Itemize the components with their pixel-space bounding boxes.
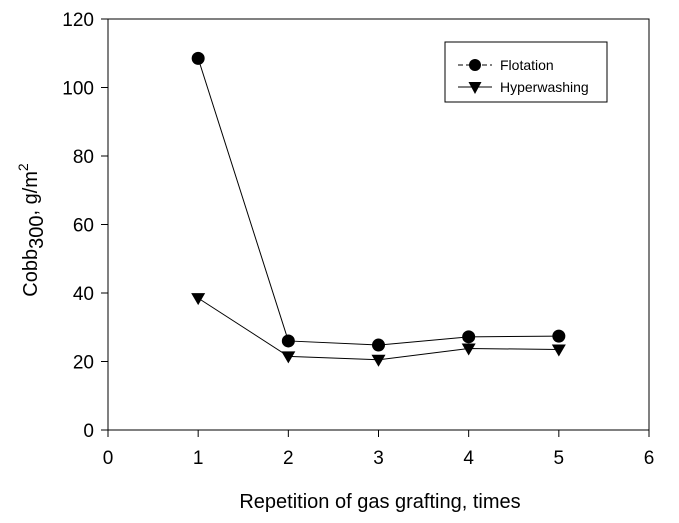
x-tick-label: 4 [463, 448, 474, 469]
legend-marker-circle-icon [469, 59, 481, 71]
x-tick-label: 5 [554, 448, 565, 469]
data-point [191, 51, 205, 65]
y-axis: 0 20 40 60 80 100 120 [62, 10, 108, 442]
series-flotation [191, 51, 566, 352]
y-tick-label: 0 [83, 421, 94, 442]
series-hyperwashing [191, 293, 566, 367]
y-tick-label: 40 [73, 284, 94, 305]
data-point [552, 329, 566, 343]
data-point [461, 343, 476, 356]
data-point [551, 344, 566, 357]
y-tick-label: 60 [73, 216, 94, 237]
x-tick-label: 6 [644, 448, 655, 469]
y-axis-title-base: Cobb [20, 249, 42, 297]
x-tick-label: 3 [373, 448, 384, 469]
y-tick-label: 80 [73, 147, 94, 168]
data-point [462, 330, 476, 344]
y-axis-title-superscript: 2 [15, 163, 31, 171]
x-tick-label: 0 [103, 448, 114, 469]
series-layer [191, 51, 566, 367]
y-tick-label: 100 [62, 79, 94, 100]
x-axis: 0 1 2 3 4 5 6 [103, 430, 655, 469]
data-point [371, 354, 386, 367]
legend-item-flotation: Flotation [458, 57, 554, 73]
legend-label-hyperwashing: Hyperwashing [500, 79, 589, 95]
legend-label-flotation: Flotation [500, 57, 554, 73]
legend: Flotation Hyperwashing [444, 41, 608, 103]
legend-marker-triangle-down-icon [468, 82, 482, 94]
data-point [191, 293, 206, 306]
data-point [281, 351, 296, 364]
legend-item-hyperwashing: Hyperwashing [458, 79, 589, 95]
y-tick-label: 20 [73, 353, 94, 374]
legend-box [444, 41, 608, 103]
y-tick-label: 120 [62, 10, 94, 31]
data-point [372, 338, 385, 352]
y-axis-title-subscript: 300 [26, 216, 48, 249]
y-axis-title: Cobb300, g/m2 [15, 163, 48, 297]
x-axis-title: Repetition of gas grafting, times [239, 491, 520, 513]
data-point [281, 334, 295, 348]
y-axis-title-unit: , g/m [20, 171, 42, 215]
x-tick-label: 2 [283, 448, 294, 469]
x-tick-label: 1 [193, 448, 204, 469]
